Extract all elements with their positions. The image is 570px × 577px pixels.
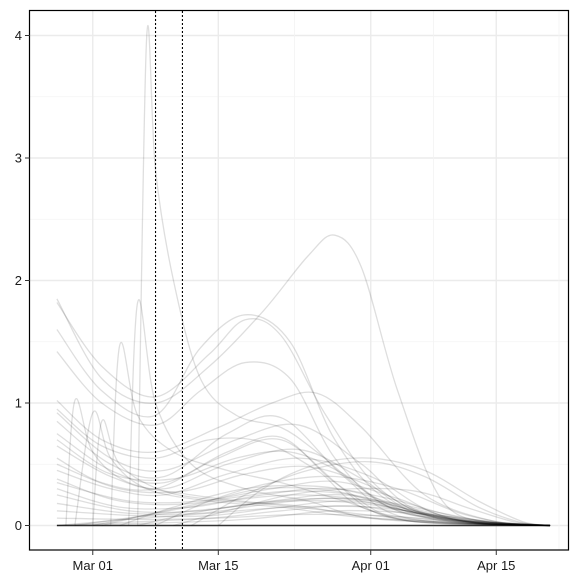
series-line-18 bbox=[56, 500, 551, 527]
series-line-33 bbox=[56, 480, 551, 527]
series-line-36 bbox=[173, 487, 551, 527]
x-tick-label: Mar 01 bbox=[73, 558, 113, 573]
y-tick-label: 1 bbox=[15, 396, 22, 411]
series-line-9 bbox=[56, 445, 551, 527]
y-tick-labels: 0 1 2 3 4 bbox=[15, 28, 22, 533]
x-tick-label: Apr 01 bbox=[352, 558, 390, 573]
reference-lines bbox=[154, 11, 183, 550]
series-line-17 bbox=[56, 497, 551, 527]
series-line-25 bbox=[191, 460, 551, 527]
y-tick-label: 3 bbox=[15, 151, 22, 166]
series-line-27 bbox=[65, 397, 551, 527]
series-line-23 bbox=[119, 484, 551, 527]
series-line-16 bbox=[56, 493, 551, 527]
series-lines bbox=[56, 25, 551, 527]
series-line-13 bbox=[127, 299, 551, 527]
y-tick-label: 2 bbox=[15, 273, 22, 288]
series-line-29 bbox=[92, 419, 551, 527]
series-line-3 bbox=[56, 314, 551, 527]
series-line-24 bbox=[155, 475, 551, 527]
series-line-21 bbox=[74, 500, 551, 527]
series-line-6 bbox=[56, 412, 551, 527]
series-line-11 bbox=[56, 457, 551, 527]
series-line-15 bbox=[56, 487, 551, 527]
series-line-20 bbox=[56, 505, 551, 527]
x-tick-label: Mar 15 bbox=[198, 558, 238, 573]
series-line-35 bbox=[137, 497, 551, 527]
series-line-2 bbox=[56, 302, 551, 527]
series-line-14 bbox=[56, 478, 551, 527]
series-line-37 bbox=[56, 513, 551, 527]
series-line-5 bbox=[56, 391, 551, 527]
series-line-8 bbox=[56, 433, 551, 527]
axis-ticks bbox=[25, 35, 497, 555]
series-line-34 bbox=[101, 490, 551, 527]
series-line-19 bbox=[56, 505, 551, 527]
series-line-28 bbox=[74, 410, 551, 527]
series-line-10 bbox=[56, 438, 551, 527]
x-tick-label: Apr 15 bbox=[477, 558, 515, 573]
series-line-4 bbox=[56, 351, 551, 527]
series-line-31 bbox=[56, 439, 551, 527]
series-line-0 bbox=[136, 25, 551, 527]
x-tick-labels: Mar 01 Mar 15 Apr 01 Apr 15 bbox=[73, 558, 516, 573]
series-line-22 bbox=[92, 494, 551, 527]
series-line-32 bbox=[56, 463, 551, 527]
series-line-30 bbox=[56, 408, 551, 527]
series-line-1 bbox=[56, 234, 551, 527]
series-line-26 bbox=[217, 457, 551, 527]
y-tick-label: 0 bbox=[15, 518, 22, 533]
y-tick-label: 4 bbox=[15, 28, 22, 43]
series-line-12 bbox=[110, 341, 551, 527]
series-line-7 bbox=[56, 415, 551, 527]
